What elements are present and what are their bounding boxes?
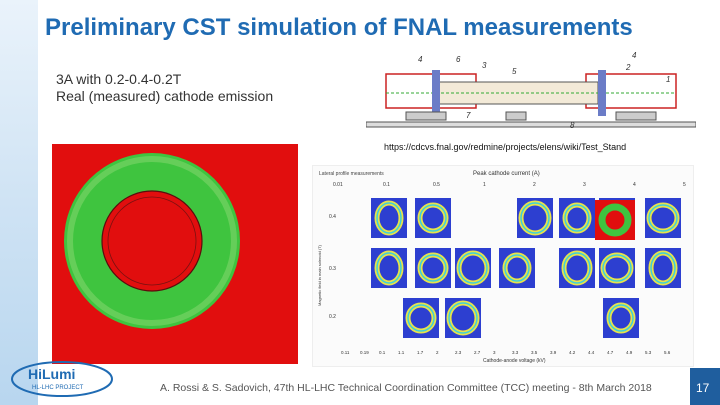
grid-x-label: Cathode-anode voltage (kV) [483,358,546,364]
grid-y-tick: 0.2 [329,314,336,320]
hilumi-logo: HiLumi HL-LHC PROJECT [11,361,113,397]
profile-thumbnail [645,248,681,288]
grid-bottom-tick: 3.3 [512,350,519,355]
grid-top-tick: 0.01 [333,182,343,188]
profile-thumbnail [415,248,451,288]
inner-hollow [102,191,202,291]
grid-bottom-tick: 5.3 [645,350,652,355]
profile-thumbnail [517,198,553,238]
profile-thumbnail [603,298,639,338]
profile-thumbnail [445,298,481,338]
grid-bottom-tick: 2.3 [455,350,462,355]
grid-top-tick: 2 [533,182,536,188]
grid-top-tick: 4 [633,182,636,188]
logo-tagline: HL-LHC PROJECT [32,385,84,391]
gun-flange [432,70,440,116]
grid-bottom-tick: 3.9 [550,350,557,355]
grid-bottom-tick: 0.1 [379,350,386,355]
stand-support-right [615,111,657,121]
grid-bottom-tick: 2.7 [474,350,481,355]
source-url: https://cdcvs.fnal.gov/redmine/projects/… [384,142,627,152]
subtitle-line-2: Real (measured) cathode emission [56,88,274,104]
grid-bottom-tick: 4.9 [626,350,633,355]
stand-label: 3 [482,61,487,70]
grid-bottom-tick: 1.1 [398,350,405,355]
profile-thumbnail [559,198,595,238]
grid-bottom-tick: 4.7 [607,350,614,355]
svg-text:Lateral profile measurements: Lateral profile measurements [319,171,384,177]
grid-bottom-tick: 3.5 [531,350,538,355]
slide-title: Preliminary CST simulation of FNAL measu… [45,14,633,41]
logo-name: HiLumi [28,366,75,382]
stand-support-left [405,111,447,121]
grid-bottom-tick: 3 [493,350,496,355]
stand-label: 8 [570,121,575,130]
profile-thumbnail [559,248,595,288]
stand-rail [366,121,696,128]
profile-thumbnail [499,248,535,288]
grid-bottom-tick: 1.7 [417,350,424,355]
footer-accent [690,368,720,405]
logo-swoosh [11,361,113,397]
grid-top-tick: 3 [583,182,586,188]
profile-thumbnail [599,248,635,288]
footer-text: A. Rossi & S. Sadovich, 47th HL-LHC Tech… [160,382,652,394]
measurement-grid-svg: Lateral profile measurements Peak cathod… [317,171,686,364]
inner-edge [101,190,203,292]
stand-label: 2 [625,63,631,72]
stand-label: 1 [666,75,670,84]
grid-y-tick: 0.3 [329,266,336,272]
grid-bottom-tick: 5.6 [664,350,671,355]
profile-thumbnail [403,298,439,338]
stand-label: 6 [456,55,461,64]
subtitle-line-1: 3A with 0.2-0.4-0.2T [56,71,182,87]
grid-top-tick: 1 [483,182,486,188]
stand-label: 7 [466,111,471,120]
profile-thumbnail [371,248,407,288]
profile-thumbnail [371,198,407,238]
stand-support-center [505,111,527,121]
test-stand-diagram: 4 6 3 5 4 2 1 7 8 [366,52,696,134]
cst-simulation-image [52,144,298,364]
grid-top-tick: 0.5 [433,182,440,188]
grid-y-tick: 0.4 [329,214,336,220]
grid-y-label: Magnetic field in main solenoid (T) [317,244,322,306]
profile-thumbnail [645,198,681,238]
grid-top-tick: 5 [683,182,686,188]
collector-flange [598,70,606,116]
highlighted-simulation-inset [595,200,635,240]
left-decorative-bar [0,0,38,405]
profile-thumbnail [415,198,451,238]
grid-top-tick: 0.1 [383,182,390,188]
subtitle: 3A with 0.2-0.4-0.2T Real (measured) cat… [56,71,273,105]
grid-bottom-tick: 0.19 [360,350,369,355]
stand-label: 5 [512,67,517,76]
grid-bottom-tick: 4.2 [569,350,576,355]
slide-number: 17 [696,381,710,395]
ring-halo [67,156,237,326]
grid-title: Peak cathode current (A) [473,171,540,177]
stand-label: 4 [418,55,423,64]
grid-bottom-tick: 4.4 [588,350,595,355]
profile-thumbnail [455,248,491,288]
grid-bottom-tick: 0.11 [341,350,350,355]
inner-contour [107,196,197,286]
measurement-grid: Lateral profile measurements Peak cathod… [312,165,694,367]
stand-label: 4 [632,52,637,60]
grid-bottom-tick: 2 [436,350,439,355]
